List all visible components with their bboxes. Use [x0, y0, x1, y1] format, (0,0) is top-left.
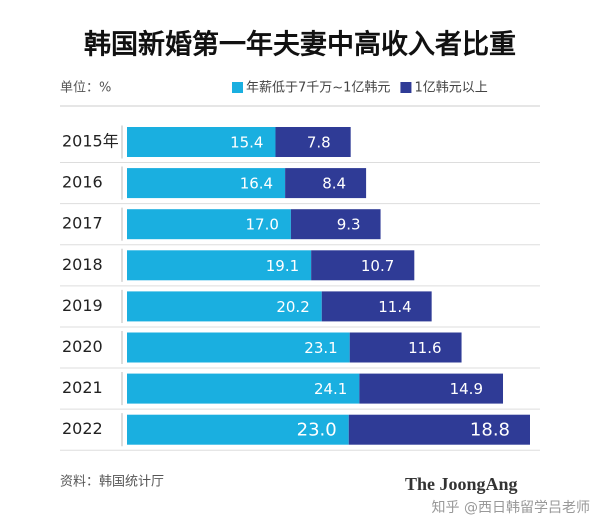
bar-segment [275, 127, 351, 157]
value-label: 8.4 [322, 175, 346, 193]
value-label: 16.4 [240, 175, 273, 193]
bar-segment [311, 250, 415, 281]
chart-title: 韩国新婚第一年夫妻中高收入者比重 [84, 29, 516, 61]
category-label: 2018 [62, 255, 103, 274]
legend-swatch [232, 82, 243, 93]
category-label: 2015年 [62, 132, 119, 151]
bar-segment [285, 168, 367, 199]
value-label: 10.7 [361, 257, 394, 275]
bar-segment [127, 332, 350, 363]
value-label: 19.1 [266, 257, 299, 275]
value-label: 14.9 [450, 380, 483, 398]
category-label: 2019 [62, 296, 103, 315]
category-label: 2017 [62, 214, 103, 233]
value-label: 7.8 [307, 134, 331, 152]
publisher: The JoongAng [405, 474, 518, 494]
value-label: 18.8 [470, 420, 510, 441]
bar-segment [290, 209, 381, 240]
category-label: 2016 [62, 173, 103, 192]
value-label: 23.1 [304, 339, 337, 357]
bar-segment [127, 168, 286, 199]
bar-segment [348, 414, 530, 445]
bar-segment [127, 250, 312, 281]
value-label: 23.0 [297, 420, 337, 441]
value-label: 9.3 [337, 216, 361, 234]
bar-segment [321, 291, 432, 322]
bar-segment [127, 291, 322, 322]
source: 资料：韩国统计厅 [60, 475, 164, 490]
bar-segment [349, 332, 462, 363]
value-label: 24.1 [314, 380, 347, 398]
bar-segment [127, 127, 276, 157]
bar-segment [359, 373, 504, 404]
bar-segment [127, 373, 360, 404]
legend-swatch [400, 82, 412, 93]
category-label: 2022 [62, 419, 103, 438]
category-label: 2021 [62, 378, 103, 397]
value-label: 17.0 [245, 216, 278, 234]
watermark: 知乎 @西日韩留学吕老师 [432, 499, 590, 516]
category-label: 2020 [62, 337, 103, 356]
legend-label: 1亿韩元以上 [414, 81, 487, 96]
legend-label: 年薪低于7千万~1亿韩元 [246, 81, 390, 96]
value-label: 20.2 [276, 298, 309, 316]
value-label: 15.4 [230, 134, 263, 152]
value-label: 11.6 [408, 339, 441, 357]
bar-segment [127, 414, 349, 445]
unit-label: 单位：% [60, 81, 111, 96]
bar-segment [127, 209, 291, 240]
value-label: 11.4 [378, 298, 411, 316]
